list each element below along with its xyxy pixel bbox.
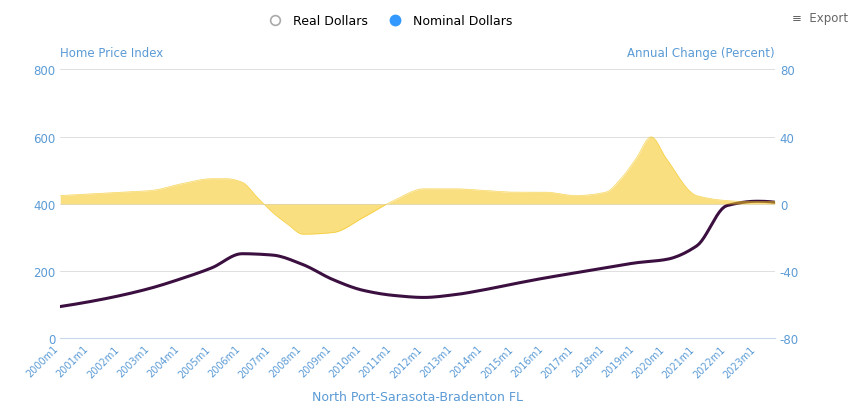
- Legend: Real Dollars, Nominal Dollars: Real Dollars, Nominal Dollars: [257, 10, 517, 33]
- X-axis label: North Port-Sarasota-Bradenton FL: North Port-Sarasota-Bradenton FL: [312, 390, 523, 403]
- Text: Home Price Index: Home Price Index: [60, 47, 164, 59]
- Text: Annual Change (Percent): Annual Change (Percent): [628, 47, 775, 59]
- Text: ≡  Export: ≡ Export: [792, 12, 848, 25]
